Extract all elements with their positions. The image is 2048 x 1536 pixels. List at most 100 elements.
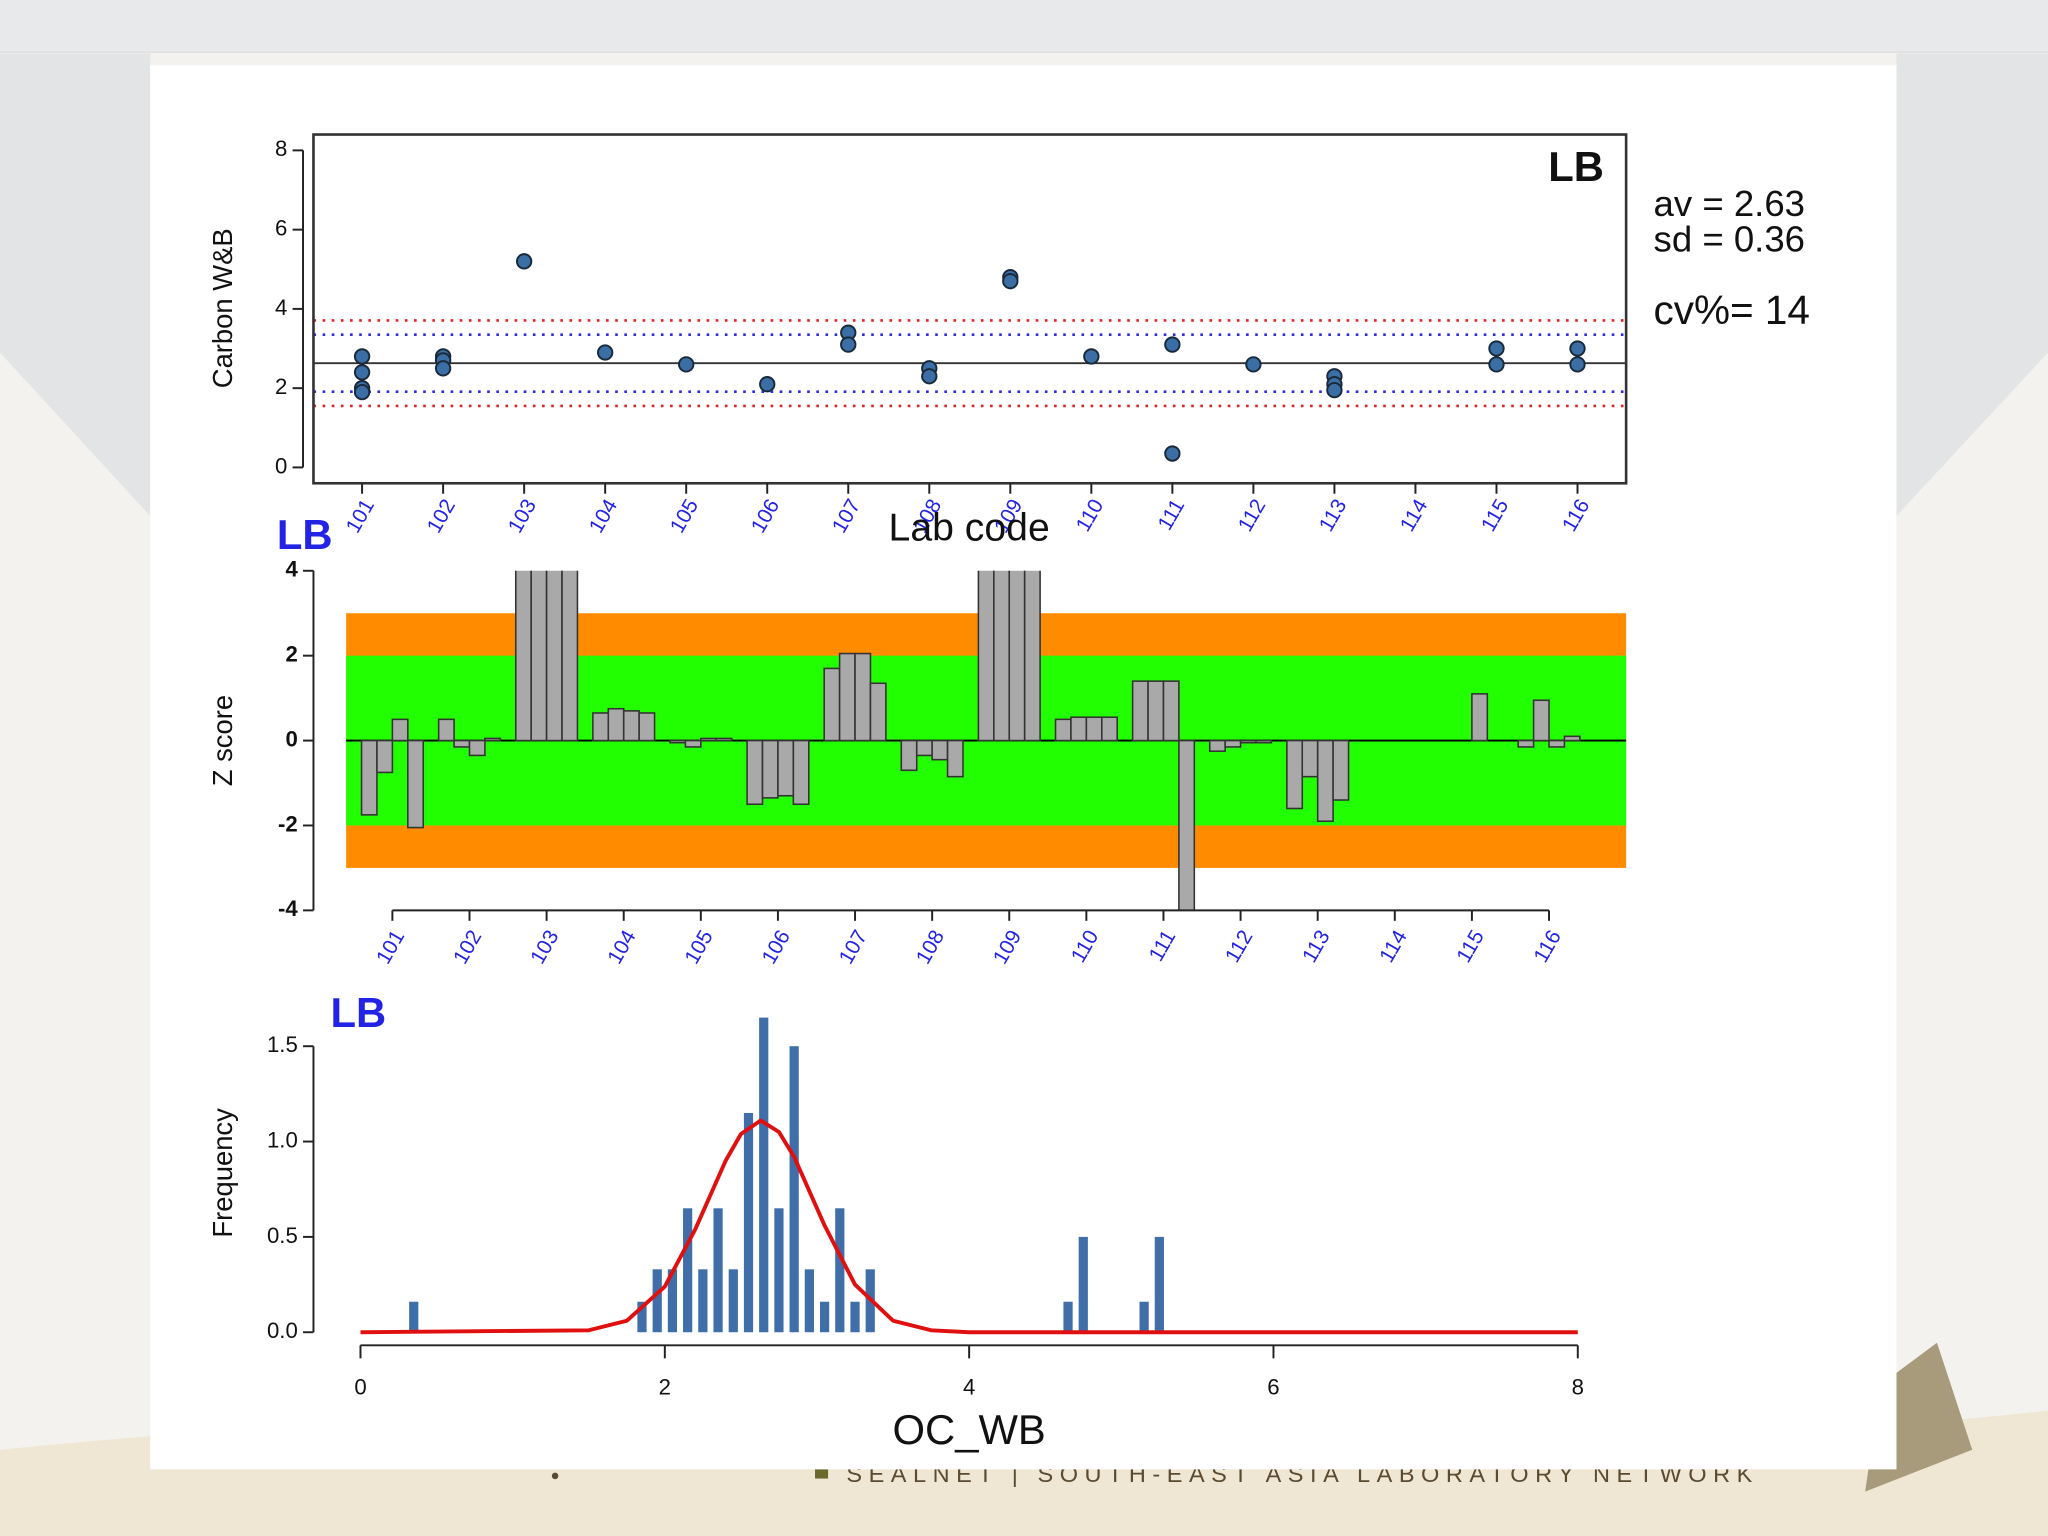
bar (1532, 699, 1550, 742)
y-tick-label: -4 (278, 896, 298, 921)
y-tick-label: 0.0 (267, 1318, 298, 1343)
y-axis-title: Carbon W&B (207, 228, 238, 388)
data-point (678, 356, 695, 373)
histogram-bar (652, 1269, 662, 1333)
bar (1255, 739, 1273, 744)
bar (607, 707, 625, 742)
bar (700, 737, 718, 742)
x-axis-title: Lab code (889, 507, 1050, 550)
bar (761, 739, 779, 799)
data-point (1488, 340, 1505, 357)
bar (1070, 716, 1088, 742)
bar (592, 712, 610, 742)
bar (1131, 680, 1149, 742)
histogram-bar (1139, 1301, 1149, 1333)
bar (1101, 716, 1118, 742)
histogram-bar (683, 1208, 693, 1333)
bar (376, 739, 394, 774)
x-tick-label: 2 (659, 1374, 671, 1399)
left-wedge (0, 53, 151, 516)
annotation: av = 2.63 (1654, 183, 1805, 224)
bar (638, 712, 656, 742)
y-tick-label: 6 (275, 215, 287, 240)
histogram-bar (743, 1112, 754, 1333)
histogram-bar (698, 1269, 708, 1333)
bar (561, 570, 579, 742)
bar (1471, 693, 1489, 742)
bar (407, 739, 425, 829)
y-axis-title: Z score (207, 695, 238, 786)
histogram-bar (1078, 1236, 1088, 1333)
plot-frame (312, 133, 1628, 485)
data-point (353, 364, 371, 381)
data-point (1326, 381, 1343, 399)
bar (931, 739, 949, 761)
bar (838, 652, 856, 742)
bar (437, 718, 455, 742)
footer-dot (551, 1472, 559, 1480)
data-point (1164, 336, 1181, 353)
right-wedge (1896, 53, 2048, 516)
data-point (1164, 445, 1181, 462)
bar (1208, 739, 1226, 752)
bar (746, 739, 764, 806)
bar (1085, 716, 1103, 742)
bar (1054, 718, 1072, 742)
bar (391, 718, 409, 742)
x-tick-label: 6 (1267, 1374, 1279, 1399)
bar (823, 667, 841, 742)
bar (900, 739, 918, 772)
data-point (1569, 340, 1586, 357)
bar (715, 737, 733, 742)
density-curve (360, 1118, 1578, 1335)
bar (777, 739, 795, 797)
y-tick-label: 2 (285, 642, 297, 667)
y-tick-label: 8 (275, 136, 287, 161)
histogram-bar (835, 1208, 845, 1333)
data-point (1245, 356, 1262, 373)
bar (1147, 680, 1165, 742)
histogram-bar (774, 1208, 784, 1333)
top-band (0, 0, 2048, 53)
data-point (759, 376, 776, 393)
x-tick-label: 4 (963, 1374, 975, 1399)
y-tick-label: 0.5 (267, 1223, 298, 1248)
histogram-bar (850, 1301, 860, 1333)
bar (946, 739, 964, 778)
bar (669, 739, 687, 744)
chart-title: LB (1548, 143, 1604, 190)
data-point (353, 348, 371, 365)
histogram-bar (713, 1208, 723, 1333)
data-point (840, 336, 857, 353)
bars (360, 570, 1581, 911)
bar (1517, 739, 1535, 748)
data-point (1002, 272, 1019, 290)
y-tick-label: 1.5 (267, 1032, 298, 1057)
histogram-bar (1154, 1236, 1164, 1333)
bar (622, 710, 640, 742)
data-point (597, 344, 614, 361)
data-point (353, 383, 371, 401)
bar (468, 739, 486, 757)
bar (1316, 739, 1334, 823)
y-tick-label: 0 (275, 453, 287, 478)
y-tick-label: 1.0 (267, 1127, 298, 1152)
y-tick-label: 0 (285, 726, 297, 751)
annotation: cv%= 14 (1654, 287, 1810, 333)
histogram-bar (1063, 1301, 1073, 1333)
data-point (1569, 356, 1586, 373)
histogram-bar (819, 1301, 830, 1333)
bar (1239, 739, 1257, 744)
bar (1332, 739, 1350, 801)
bar (1301, 739, 1319, 778)
data-point (515, 253, 533, 270)
y-tick-label: 4 (275, 295, 287, 320)
y-tick-label: -2 (278, 811, 298, 836)
x-tick-label: 8 (1572, 1374, 1584, 1399)
histogram-bar (759, 1017, 769, 1333)
annotation: sd = 0.36 (1654, 218, 1805, 259)
bar (915, 739, 933, 757)
y-axis-title: Frequency (207, 1108, 238, 1238)
